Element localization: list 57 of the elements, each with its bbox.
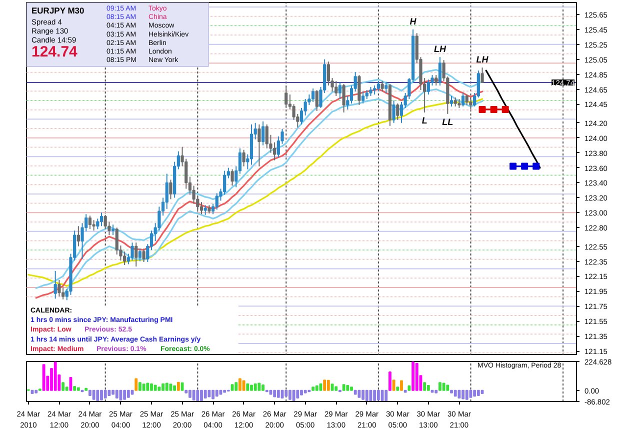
text: LH (434, 44, 446, 54)
candlestick (123, 251, 126, 266)
candlestick (438, 56, 442, 86)
candlestick (284, 86, 288, 108)
candlestick (465, 94, 468, 106)
candlestick (396, 102, 400, 120)
candlestick (88, 215, 92, 230)
candlestick (426, 79, 430, 95)
candlestick (76, 226, 80, 247)
candlestick (261, 120, 265, 146)
candlestick (342, 84, 346, 113)
candlestick (130, 242, 134, 262)
candlestick (376, 80, 380, 92)
candlestick (384, 81, 388, 94)
text: LH (476, 54, 488, 65)
candlestick (480, 67, 484, 84)
candlestick (223, 170, 226, 196)
candlestick (169, 179, 172, 200)
candlestick (204, 204, 207, 216)
candlestick (461, 92, 465, 107)
candlestick (215, 192, 218, 210)
candlestick (54, 270, 57, 300)
candlestick (230, 168, 234, 186)
candlestick (258, 124, 261, 167)
candlestick (61, 286, 65, 300)
candlestick (242, 149, 246, 167)
candlestick (165, 173, 168, 210)
candlestick (58, 279, 61, 297)
candlestick (265, 124, 268, 149)
candlestick (200, 202, 204, 215)
candlestick (134, 242, 138, 267)
candlestick (276, 136, 280, 158)
text: H (410, 16, 416, 26)
candlestick (273, 142, 276, 161)
candlestick (450, 95, 454, 107)
candlestick (469, 98, 472, 110)
text: LL (442, 116, 454, 127)
candlestick (92, 220, 96, 232)
candlestick (392, 100, 396, 124)
candlestick (326, 61, 330, 86)
candlestick (334, 80, 338, 96)
candlestick (315, 90, 318, 112)
candlestick (311, 88, 315, 102)
candlestick (434, 74, 438, 86)
candlestick (100, 212, 104, 227)
candlestick (142, 248, 146, 263)
candlestick (380, 80, 384, 92)
candlestick (338, 82, 342, 100)
candlestick (358, 74, 361, 106)
text: L (422, 115, 428, 126)
candlestick (111, 224, 115, 236)
annotation: 124.74 (32, 44, 78, 60)
chart-title: EURJPY M30 (32, 6, 85, 16)
candlestick (138, 248, 142, 262)
candlestick (96, 218, 100, 230)
line-series (485, 70, 541, 169)
candlestick (361, 91, 365, 104)
